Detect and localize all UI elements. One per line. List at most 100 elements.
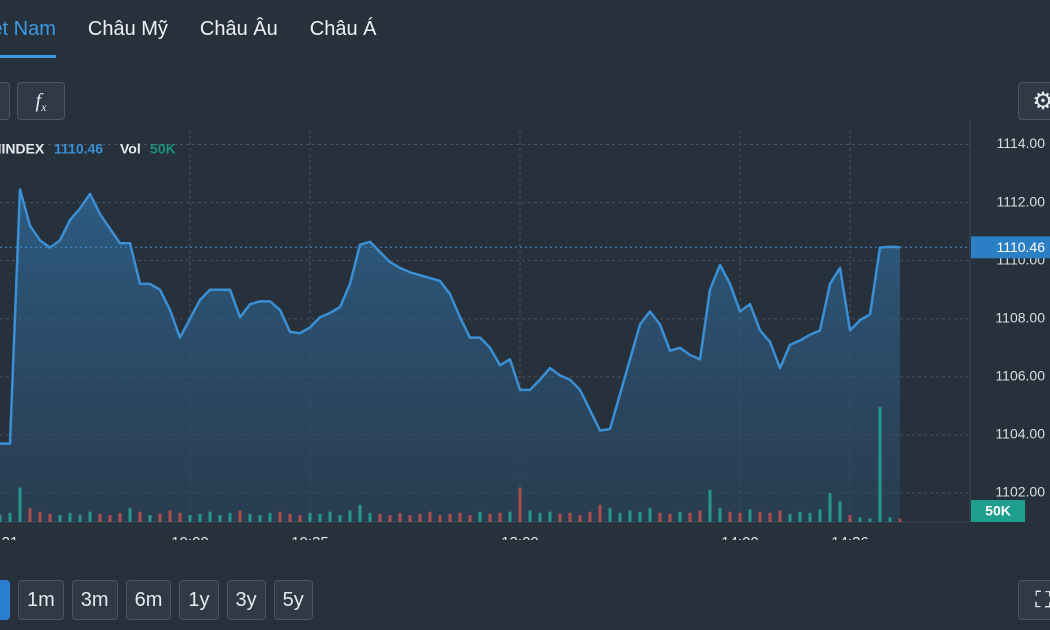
volume-bar bbox=[608, 508, 612, 522]
volume-bar bbox=[218, 515, 222, 522]
y-tick-label: 1102.00 bbox=[995, 484, 1045, 500]
range-button-active[interactable] bbox=[0, 580, 10, 620]
volume-bar bbox=[698, 510, 702, 522]
y-tick-label: 1108.00 bbox=[995, 309, 1045, 325]
volume-bar bbox=[198, 513, 202, 522]
volume-bar bbox=[818, 509, 822, 522]
range-button[interactable]: 3m bbox=[71, 580, 118, 620]
volume-bar bbox=[48, 513, 52, 522]
chart: 1102.001104.001106.001108.001110.001112.… bbox=[0, 120, 1050, 540]
volume-bar bbox=[868, 518, 872, 522]
region-tab[interactable]: Châu Mỹ bbox=[87, 18, 168, 40]
volume-bar bbox=[0, 515, 2, 522]
volume-bar bbox=[878, 407, 882, 522]
volume-bar bbox=[268, 512, 272, 522]
range-button[interactable]: 5y bbox=[273, 580, 313, 620]
range-button[interactable]: 1y bbox=[179, 580, 219, 620]
volume-bar bbox=[598, 504, 602, 522]
volume-bar bbox=[798, 511, 802, 522]
last-price-label: 1110.46 bbox=[996, 239, 1045, 255]
region-tab[interactable]: Châu Á bbox=[309, 18, 377, 40]
volume-bar bbox=[348, 510, 352, 522]
volume-bar bbox=[8, 512, 12, 522]
volume-bar bbox=[528, 510, 532, 522]
volume-bar bbox=[28, 508, 32, 522]
volume-bar bbox=[438, 515, 442, 522]
volume-bar bbox=[398, 512, 402, 522]
volume-bar bbox=[128, 508, 132, 522]
volume-bar bbox=[178, 512, 182, 522]
volume-bar bbox=[828, 493, 832, 522]
volume-bar bbox=[748, 509, 752, 522]
x-tick-label: 13:00 bbox=[501, 534, 539, 540]
volume-bar bbox=[148, 515, 152, 522]
range-button[interactable]: 6m bbox=[125, 580, 172, 620]
price-line bbox=[0, 188, 901, 445]
volume-bar bbox=[648, 508, 652, 522]
volume-bar bbox=[298, 515, 302, 522]
x-tick-label: 21 bbox=[2, 534, 19, 540]
volume-bar bbox=[498, 512, 502, 522]
area bbox=[0, 189, 900, 522]
volume-bar bbox=[68, 512, 72, 522]
volume-bar bbox=[338, 515, 342, 522]
volume-bar bbox=[838, 501, 842, 522]
region-tab[interactable]: Việt Nam bbox=[0, 18, 56, 58]
volume-bar bbox=[728, 511, 732, 522]
y-tick-label: 1104.00 bbox=[995, 426, 1045, 442]
volume-bar bbox=[568, 512, 572, 522]
volume-bar bbox=[18, 487, 22, 522]
range-button[interactable]: 3y bbox=[226, 580, 266, 620]
volume-bar bbox=[38, 511, 42, 522]
legend: VNINDEX 1110.46 Vol 50K bbox=[0, 141, 176, 157]
volume-tag bbox=[971, 500, 1025, 522]
volume-bar bbox=[808, 512, 812, 522]
range-button[interactable]: 1m bbox=[18, 580, 64, 620]
volume-bar bbox=[518, 487, 522, 522]
volume-bar bbox=[578, 515, 582, 522]
volume-bar bbox=[278, 511, 282, 522]
volume-bar bbox=[888, 517, 892, 522]
volume-bar bbox=[558, 513, 562, 522]
volume-bar bbox=[58, 515, 62, 522]
legend-vol-name: Vol bbox=[120, 141, 141, 157]
volume-bar bbox=[98, 513, 102, 522]
volume-bar bbox=[718, 508, 722, 522]
volume-bar bbox=[758, 511, 762, 522]
fullscreen-button[interactable]: ⛶ bbox=[1018, 580, 1050, 620]
x-tick-label: 14:00 bbox=[721, 534, 759, 540]
volume-bar bbox=[778, 510, 782, 522]
volume-bar bbox=[628, 510, 632, 522]
volume-bar bbox=[118, 512, 122, 522]
volume-bar bbox=[308, 512, 312, 522]
volume-bar bbox=[108, 515, 112, 522]
volume-label: 50K bbox=[985, 503, 1011, 519]
volume-bar bbox=[738, 512, 742, 522]
volume-bar bbox=[288, 513, 292, 522]
volume-bar bbox=[88, 511, 92, 522]
region-tab[interactable]: Châu Âu bbox=[199, 18, 278, 40]
legend-symbol: VNINDEX bbox=[0, 141, 45, 157]
x-tick-label: 10:00 bbox=[171, 534, 209, 540]
volume-bar bbox=[418, 513, 422, 522]
volume-bar bbox=[408, 515, 412, 522]
volume-bar bbox=[228, 512, 232, 522]
region-tabs: Việt Nam Châu Mỹ Châu Âu Châu Á bbox=[0, 18, 376, 58]
volume-bar bbox=[448, 513, 452, 522]
volume-bar bbox=[898, 518, 902, 522]
tool-button[interactable] bbox=[0, 82, 10, 120]
volume-bar bbox=[208, 511, 212, 522]
volume-bar bbox=[678, 511, 682, 522]
volume-bar bbox=[638, 511, 642, 522]
legend-vol-value: 50K bbox=[150, 141, 176, 157]
volume-bar bbox=[78, 515, 82, 522]
settings-button[interactable]: ⚙ bbox=[1018, 82, 1050, 120]
volume-bar bbox=[618, 512, 622, 522]
volume-bar bbox=[508, 511, 512, 522]
volume-bar bbox=[368, 512, 372, 522]
volume-bar bbox=[458, 512, 462, 522]
x-tick-label: 14:36 bbox=[831, 534, 869, 540]
volume-bar bbox=[708, 489, 712, 522]
volume-bar bbox=[388, 515, 392, 522]
